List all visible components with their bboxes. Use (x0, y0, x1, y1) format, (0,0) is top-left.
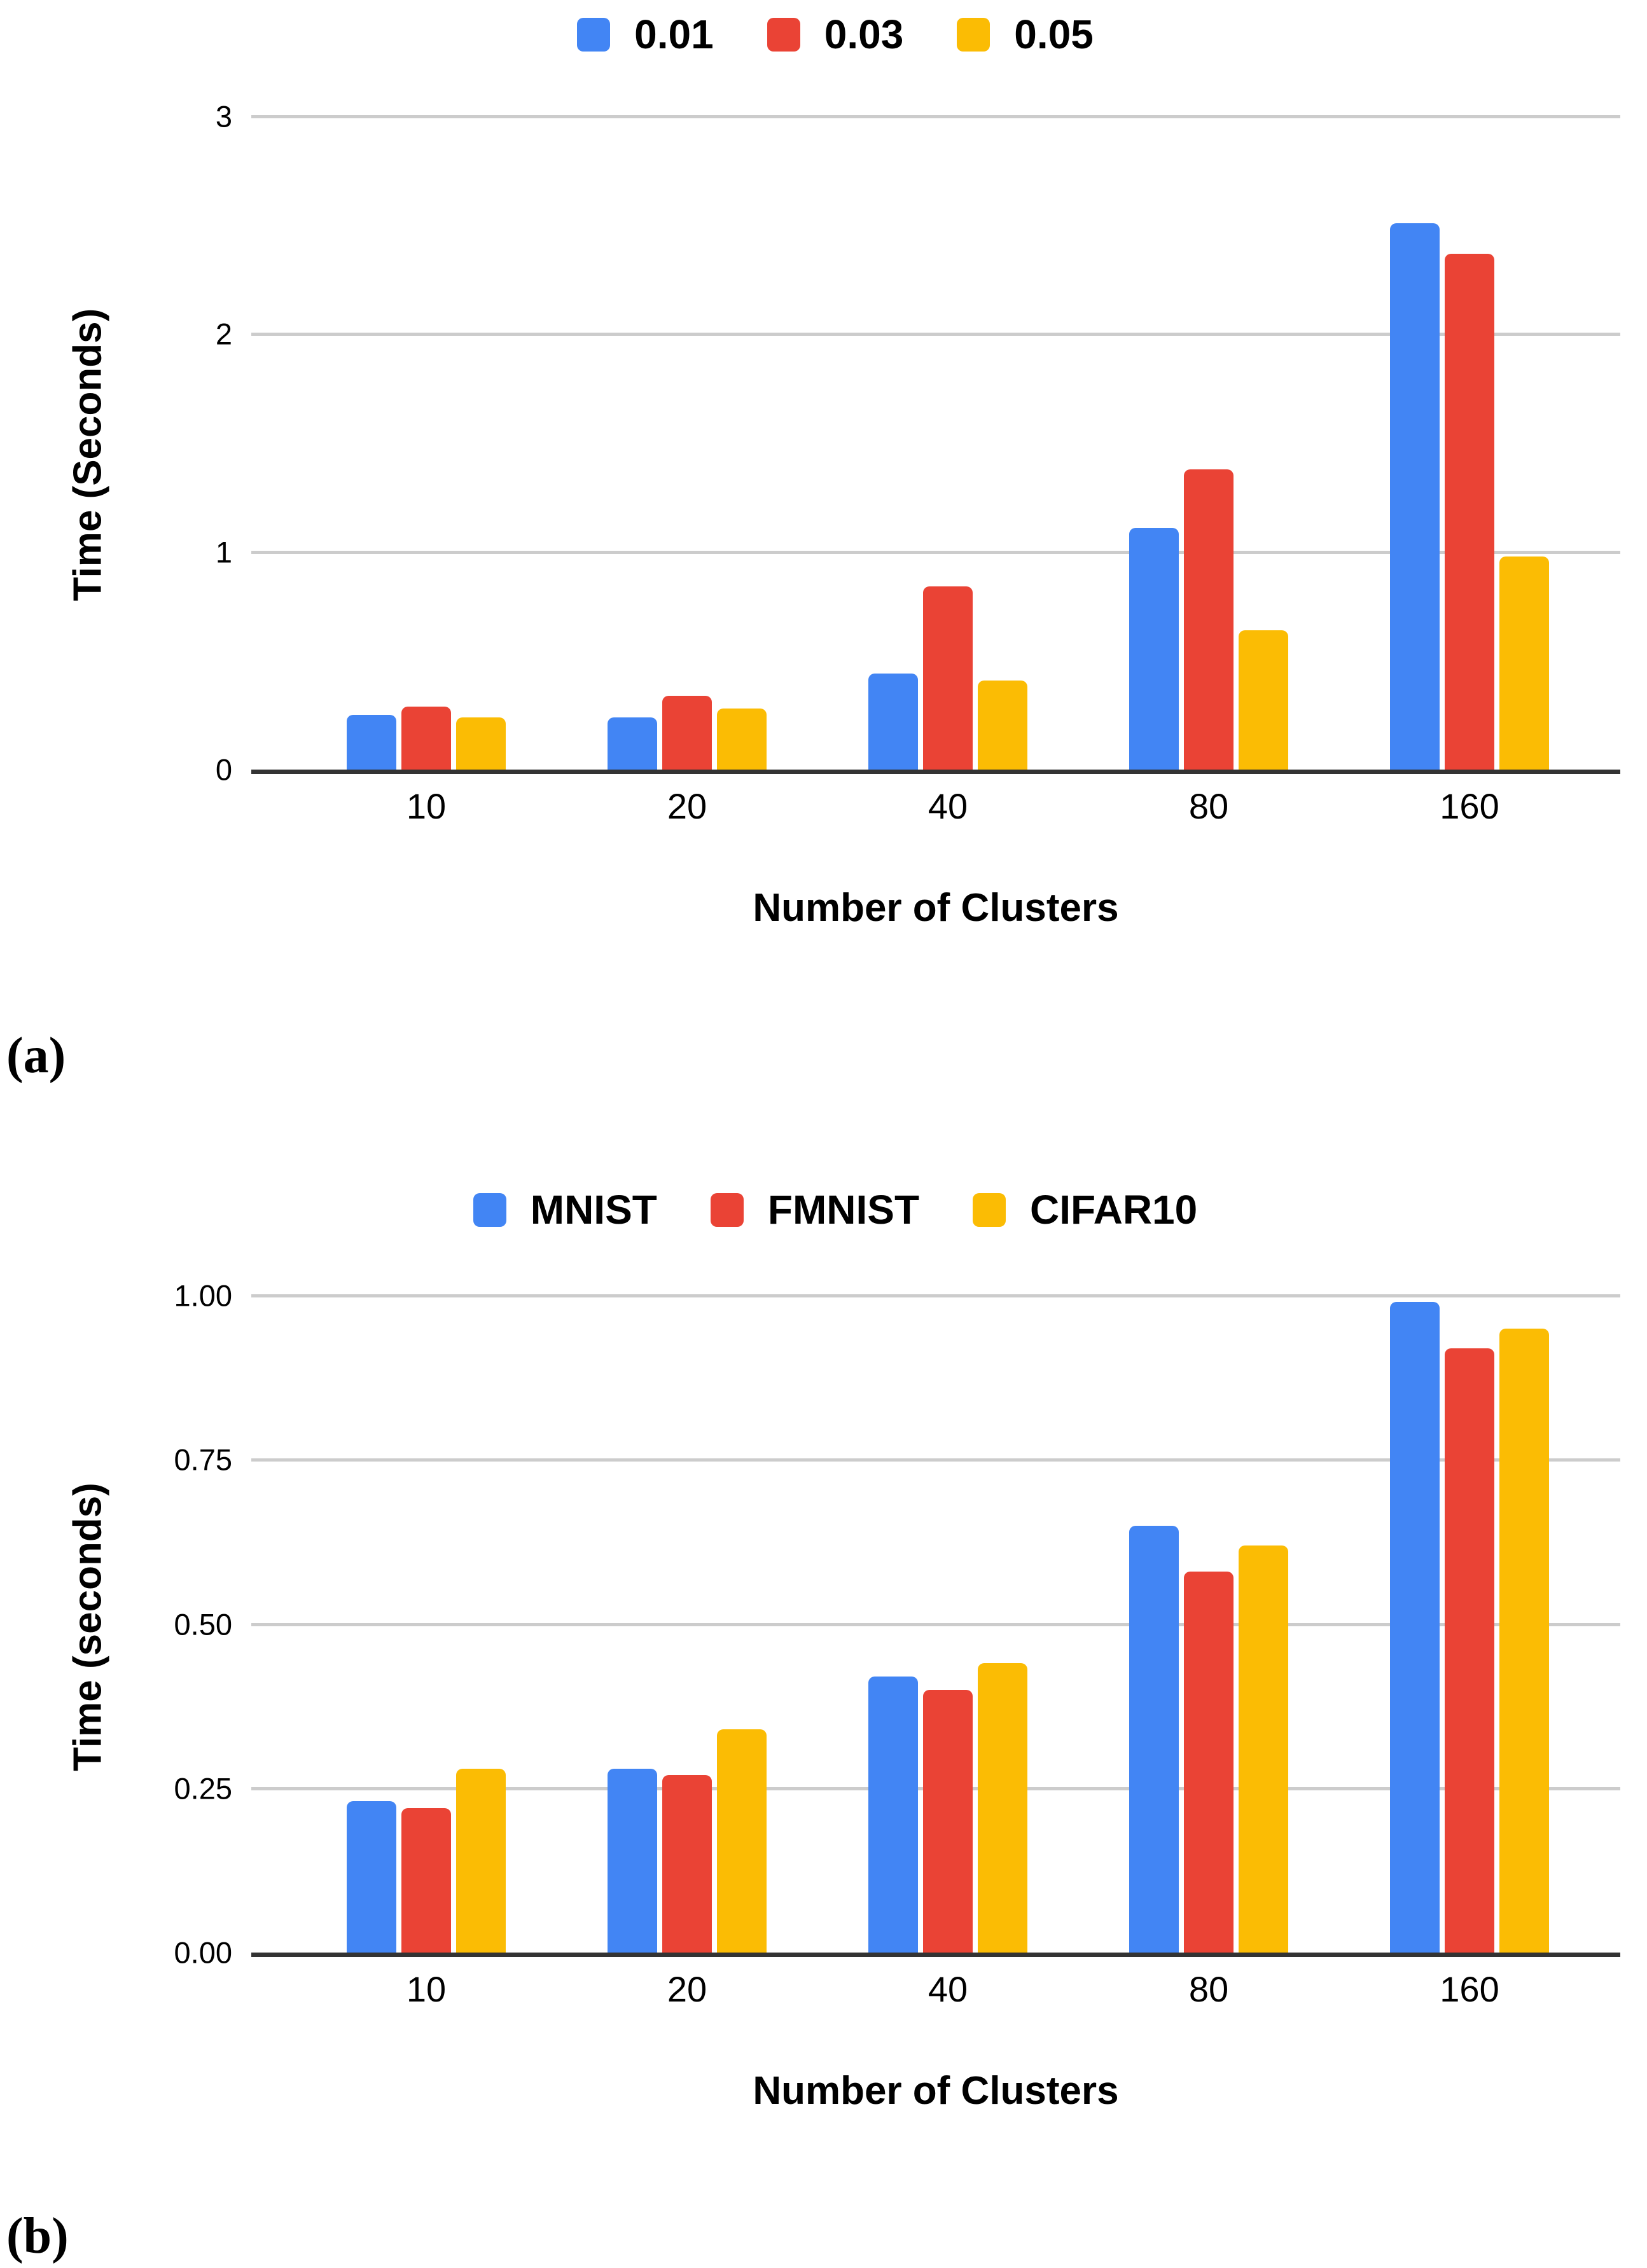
x-tick-label: 160 (1440, 1969, 1499, 2009)
x-tick-label: 10 (406, 786, 447, 826)
legend-swatch-icon (973, 1193, 1006, 1227)
legend-item-0.01: 0.01 (577, 14, 714, 55)
x-tick-label: 20 (667, 786, 707, 826)
bar-FMNIST-160 (1445, 1348, 1494, 1953)
bar-0.01-40 (868, 674, 918, 770)
figure-label-a: (a) (6, 1028, 66, 1084)
bar-0.01-160 (1390, 223, 1440, 770)
gridline (251, 1787, 1620, 1790)
legend-label: 0.01 (634, 11, 714, 57)
bar-MNIST-160 (1390, 1302, 1440, 1953)
plot-area: 0 1 2 3 10 20 40 80 160 (216, 102, 1620, 824)
y-tick-label: 1 (215, 535, 232, 569)
bar-CIFAR10-160 (1499, 1329, 1549, 1953)
bar-group-160 (1390, 223, 1549, 770)
x-tick-label: 80 (1188, 786, 1229, 826)
y-tick-label: 0.25 (174, 1771, 232, 1806)
bar-group-80 (1129, 469, 1288, 770)
bar-group-40 (868, 1663, 1027, 1953)
legend: 0.01 0.03 0.05 (151, 14, 1520, 55)
legend-item-FMNIST: FMNIST (710, 1187, 920, 1233)
plot-area: 0.00 0.25 0.50 0.75 1.00 10 20 40 80 160 (174, 1281, 1620, 2007)
legend-swatch-icon (957, 17, 990, 52)
x-axis-title: Number of Clusters (753, 886, 1119, 930)
x-axis-title: Number of Clusters (753, 2069, 1119, 2113)
bar-MNIST-40 (868, 1677, 918, 1953)
bar-MNIST-10 (347, 1801, 396, 1953)
y-tick-label: 1.00 (174, 1278, 232, 1313)
y-tick-label: 0.50 (174, 1607, 232, 1641)
y-tick-label: 0.75 (174, 1442, 232, 1477)
bar-group-40 (868, 586, 1027, 770)
bar-0.01-20 (608, 717, 657, 770)
x-tick-label: 10 (406, 1969, 447, 2009)
y-tick-label: 0.00 (174, 1935, 232, 1970)
bar-0.05-20 (717, 709, 767, 770)
bar-group-10 (347, 707, 506, 770)
bar-group-10 (347, 1769, 506, 1953)
bar-CIFAR10-10 (456, 1769, 506, 1953)
legend-label: 0.05 (1014, 11, 1094, 57)
bar-0.03-20 (662, 696, 712, 770)
legend-label: MNIST (530, 1187, 657, 1233)
bar-MNIST-80 (1129, 1526, 1179, 1953)
legend-swatch-icon (767, 17, 800, 52)
legend: MNIST FMNIST CIFAR10 (151, 1189, 1520, 1230)
x-tick-label: 40 (928, 1969, 968, 2009)
legend-item-CIFAR10: CIFAR10 (973, 1189, 1197, 1230)
legend-swatch-icon (577, 17, 611, 52)
y-tick-label: 3 (215, 99, 232, 134)
bar-0.05-80 (1239, 630, 1288, 770)
bar-0.01-80 (1129, 528, 1179, 770)
bar-0.05-40 (978, 681, 1027, 770)
gridline (251, 1294, 1620, 1297)
bar-0.05-160 (1499, 557, 1549, 770)
bar-FMNIST-10 (401, 1808, 451, 1953)
gridline (251, 550, 1620, 554)
x-tick-label: 20 (667, 1969, 707, 2009)
legend-label: FMNIST (767, 1187, 920, 1233)
gridline (251, 115, 1620, 118)
gridline (251, 1458, 1620, 1462)
bar-CIFAR10-40 (978, 1663, 1027, 1953)
gridline (251, 333, 1620, 336)
bar-group-80 (1129, 1526, 1288, 1953)
legend-label: CIFAR10 (1030, 1187, 1198, 1233)
bar-MNIST-20 (608, 1769, 657, 1953)
bar-group-20 (608, 1729, 767, 1953)
y-axis-title: Time (seconds) (66, 1483, 110, 1771)
x-tick-label: 80 (1188, 1969, 1229, 2009)
figure-label-b: (b) (6, 2208, 69, 2264)
y-tick-label: 0 (215, 752, 232, 787)
bar-CIFAR10-80 (1239, 1545, 1288, 1953)
bar-0.03-160 (1445, 254, 1494, 770)
bar-group-20 (608, 696, 767, 770)
bar-FMNIST-20 (662, 1775, 712, 1953)
bar-0.03-40 (923, 586, 973, 770)
bar-group-160 (1390, 1302, 1549, 1953)
x-tick-label: 40 (928, 786, 968, 826)
bar-CIFAR10-20 (717, 1729, 767, 1953)
legend-swatch-icon (710, 1193, 744, 1227)
bar-0.03-80 (1184, 469, 1234, 770)
legend-item-0.03: 0.03 (767, 11, 904, 57)
x-tick-label: 160 (1440, 786, 1499, 826)
bar-FMNIST-80 (1184, 1572, 1234, 1953)
bar-0.05-10 (456, 717, 506, 770)
legend-swatch-icon (473, 1193, 506, 1227)
y-tick-label: 2 (215, 317, 232, 351)
bar-0.03-10 (401, 707, 451, 770)
bar-0.01-10 (347, 715, 396, 770)
legend-label: 0.03 (824, 11, 904, 57)
y-axis-title: Time (Seconds) (66, 308, 110, 602)
gridline (251, 1622, 1620, 1626)
legend-item-MNIST: MNIST (473, 1189, 657, 1230)
legend-item-0.05: 0.05 (957, 14, 1094, 55)
bar-FMNIST-40 (923, 1690, 973, 1953)
